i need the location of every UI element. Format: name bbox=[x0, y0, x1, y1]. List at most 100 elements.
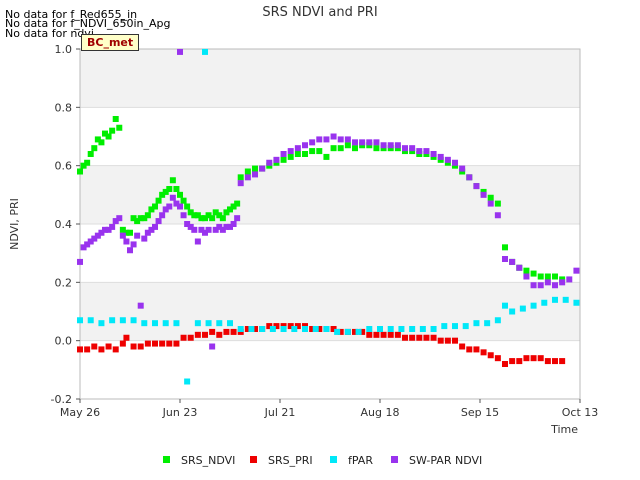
data-point bbox=[502, 244, 508, 251]
data-point bbox=[330, 326, 337, 332]
data-point bbox=[366, 326, 373, 332]
data-point bbox=[166, 340, 173, 347]
series-srs-pri bbox=[77, 323, 566, 367]
data-point bbox=[205, 226, 212, 233]
data-point bbox=[230, 221, 237, 227]
data-point bbox=[162, 188, 169, 195]
data-point bbox=[141, 215, 148, 222]
data-point bbox=[409, 145, 416, 152]
y-tick-label: 0.2 bbox=[55, 276, 73, 289]
legend-swatch bbox=[163, 456, 170, 463]
data-point bbox=[459, 343, 466, 350]
data-point bbox=[516, 358, 523, 365]
data-point bbox=[152, 340, 158, 347]
data-point bbox=[77, 258, 83, 265]
data-point bbox=[237, 180, 244, 187]
data-point bbox=[409, 334, 416, 341]
data-point bbox=[402, 145, 408, 152]
data-point bbox=[544, 273, 551, 280]
data-point bbox=[423, 334, 430, 341]
data-point bbox=[194, 212, 201, 219]
data-point bbox=[98, 346, 105, 353]
data-point bbox=[98, 139, 105, 146]
data-point bbox=[344, 136, 351, 143]
plot-band bbox=[80, 340, 580, 399]
data-point bbox=[330, 133, 337, 140]
data-point bbox=[437, 337, 444, 344]
data-point bbox=[127, 229, 133, 236]
data-point bbox=[152, 320, 158, 327]
data-point bbox=[234, 200, 241, 207]
data-point bbox=[416, 334, 423, 341]
data-point bbox=[202, 215, 208, 222]
data-point bbox=[109, 317, 116, 324]
data-point bbox=[237, 174, 244, 181]
data-point bbox=[423, 148, 430, 155]
data-point bbox=[116, 124, 123, 131]
data-point bbox=[323, 136, 330, 143]
data-point bbox=[98, 229, 105, 236]
data-point bbox=[302, 142, 308, 149]
data-point bbox=[237, 326, 244, 332]
data-point bbox=[530, 270, 537, 277]
data-point bbox=[230, 328, 237, 335]
data-point bbox=[287, 148, 294, 155]
data-point bbox=[77, 317, 83, 324]
data-point bbox=[494, 317, 501, 324]
data-point bbox=[194, 331, 201, 338]
data-point bbox=[430, 334, 437, 341]
y-tick-label: 0.4 bbox=[55, 218, 73, 231]
data-point bbox=[198, 215, 205, 222]
data-point bbox=[223, 209, 230, 216]
data-point bbox=[544, 279, 551, 286]
data-point bbox=[302, 151, 308, 157]
site-badge: BC_met bbox=[81, 34, 140, 51]
x-axis-label: Time bbox=[550, 423, 578, 436]
data-point bbox=[473, 346, 480, 353]
data-point bbox=[316, 148, 323, 155]
data-point bbox=[466, 346, 473, 353]
data-point bbox=[523, 273, 530, 280]
data-point bbox=[259, 165, 266, 172]
y-tick-label: 0.8 bbox=[55, 101, 73, 114]
data-point bbox=[209, 328, 216, 335]
data-point bbox=[105, 343, 112, 350]
data-point bbox=[352, 328, 358, 335]
data-point bbox=[166, 203, 173, 210]
data-point bbox=[487, 352, 494, 359]
data-point bbox=[344, 328, 351, 335]
data-point bbox=[141, 235, 148, 242]
data-point bbox=[169, 194, 176, 201]
data-point bbox=[509, 258, 516, 265]
data-point bbox=[98, 320, 105, 327]
data-point bbox=[109, 127, 116, 134]
data-point bbox=[523, 355, 530, 362]
data-point bbox=[198, 226, 205, 233]
data-point bbox=[148, 226, 155, 233]
data-point bbox=[87, 238, 94, 245]
data-point bbox=[452, 159, 458, 166]
data-point bbox=[359, 328, 366, 335]
data-point bbox=[123, 334, 130, 341]
data-point bbox=[273, 156, 280, 163]
data-point bbox=[162, 206, 169, 213]
data-point bbox=[112, 218, 119, 225]
data-point bbox=[316, 326, 323, 332]
data-point bbox=[502, 256, 508, 262]
data-point bbox=[130, 241, 137, 248]
data-point bbox=[105, 226, 112, 233]
data-point bbox=[205, 320, 212, 327]
data-point bbox=[359, 139, 366, 146]
data-point bbox=[337, 136, 344, 143]
data-point bbox=[537, 273, 544, 280]
data-point bbox=[537, 282, 544, 289]
data-point bbox=[252, 165, 258, 172]
data-point bbox=[152, 203, 158, 210]
data-point bbox=[252, 326, 258, 332]
data-point bbox=[159, 340, 166, 347]
data-point bbox=[280, 151, 287, 157]
data-point bbox=[244, 168, 251, 175]
data-point bbox=[387, 326, 394, 332]
data-point bbox=[394, 331, 401, 338]
data-point bbox=[94, 136, 101, 143]
